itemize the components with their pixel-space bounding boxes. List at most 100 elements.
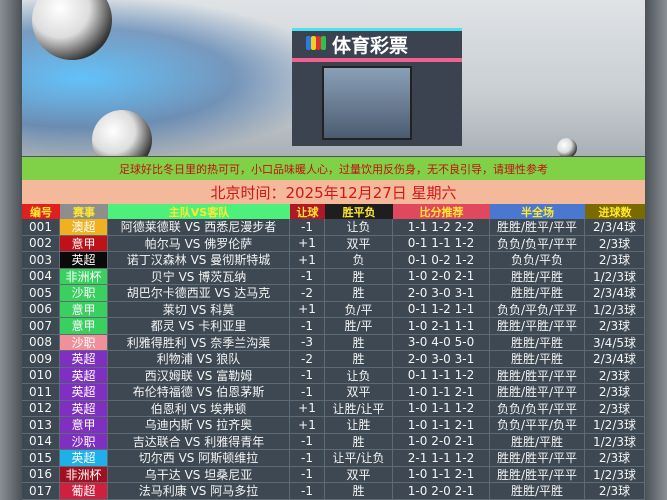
cell-goals: 1/2/3球 [585,417,645,433]
cell-half-full: 负负/平负/平平 [490,301,585,317]
cell-match: 伯恩利 VS 埃弗顿 [108,400,290,416]
cell-half-full: 负负/平平/负平 [490,417,585,433]
table-row: 011 英超 布伦特福德 VS 伯恩茅斯 -1 双平 1-0 1-1 2-1 胜胜/胜平/平… [22,384,645,401]
table-row: 010 英超 西汉姆联 VS 富勒姆 -1 让负 0-1 1-1 1-2 胜胜/胜平/平平 2… [22,367,645,384]
cell-handicap: -1 [290,268,325,284]
soccer-ball-image [92,110,152,156]
header-col-no: 编号 [22,204,60,219]
table-row: 007 意甲 都灵 VS 卡利亚里 -1 胜/平 1-0 2-1 1-1 胜胜/平胜/平平 2… [22,318,645,335]
cell-goals: 2/3球 [585,400,645,416]
cell-scores: 1-1 1-2 2-2 [393,219,490,235]
date-line: 北京时间：2025年12月27日 星期六 [22,180,645,204]
cell-result: 双平 [325,235,393,251]
cell-goals: 2/3球 [585,252,645,268]
cell-no: 007 [22,318,60,334]
cell-no: 003 [22,252,60,268]
cell-handicap: -1 [290,318,325,334]
table-row: 016 非洲杯 乌干达 VS 坦桑尼亚 -1 双平 1-0 1-1 2-1 胜胜/胜平/平平… [22,466,645,483]
cell-no: 008 [22,334,60,350]
cell-scores: 1-0 1-1 2-1 [393,417,490,433]
cell-goals: 2/3球 [585,235,645,251]
cell-no: 005 [22,285,60,301]
table-header: 编号 赛事 主队VS客队 让球 胜平负 比分推荐 半全场 进球数 [22,204,645,219]
cell-half-full: 负负/负平/平平 [490,235,585,251]
cell-no: 002 [22,235,60,251]
cell-handicap: -1 [290,450,325,466]
cell-half-full: 负负/平负 [490,252,585,268]
cell-goals: 2/3/4球 [585,219,645,235]
cell-match: 切尔西 VS 阿斯顿维拉 [108,450,290,466]
cell-scores: 2-0 3-0 3-1 [393,351,490,367]
cell-scores: 3-0 4-0 5-0 [393,334,490,350]
cell-handicap: -1 [290,466,325,482]
header-col-league: 赛事 [60,204,108,219]
cell-no: 017 [22,483,60,499]
cell-league: 英超 [60,252,108,268]
cell-goals: 2/3球 [585,318,645,334]
cell-match: 诺丁汉森林 VS 曼彻斯特城 [108,252,290,268]
cell-handicap: -1 [290,219,325,235]
cell-no: 015 [22,450,60,466]
cell-scores: 1-0 1-1 1-2 [393,400,490,416]
cell-scores: 1-0 1-1 2-1 [393,384,490,400]
header-col-scores: 比分推荐 [393,204,490,219]
cell-match: 法马利康 VS 阿马多拉 [108,483,290,499]
cell-match: 利物浦 VS 狼队 [108,351,290,367]
cell-goals: 2/3球 [585,483,645,499]
cell-half-full: 胜胜/平胜 [490,433,585,449]
cell-result: 负/平 [325,301,393,317]
cell-goals: 1/2/3球 [585,433,645,449]
store-sign-text: 体育彩票 [332,34,409,57]
cell-handicap: -1 [290,384,325,400]
cell-no: 013 [22,417,60,433]
header-col-half-full: 半全场 [490,204,585,219]
cell-handicap: -2 [290,351,325,367]
cell-result: 双平 [325,384,393,400]
header-col-handicap: 让球 [290,204,325,219]
cell-league: 沙职 [60,285,108,301]
cell-result: 让平/让负 [325,450,393,466]
cell-goals: 2/3/4球 [585,351,645,367]
cell-handicap: -1 [290,433,325,449]
table-row: 008 沙职 利雅得胜利 VS 奈季兰沟渠 -3 胜 3-0 4-0 5-0 胜胜/平胜 3/… [22,334,645,351]
cell-league: 沙职 [60,433,108,449]
cell-half-full: 胜胜/胜平/平平 [490,367,585,383]
cell-no: 001 [22,219,60,235]
cell-half-full: 胜胜/胜平/平平 [490,384,585,400]
store-door [322,66,412,140]
cell-result: 胜 [325,351,393,367]
cell-match: 阿德莱德联 VS 西悉尼漫步者 [108,219,290,235]
cell-league: 英超 [60,400,108,416]
table-row: 003 英超 诺丁汉森林 VS 曼彻斯特城 +1 负 0-1 0-2 1-2 负负/平负 2/… [22,252,645,269]
table-body: 001 澳超 阿德莱德联 VS 西悉尼漫步者 -1 让负 1-1 1-2 2-2 胜胜/胜平… [22,219,645,500]
cell-handicap: -1 [290,483,325,499]
cell-handicap: +1 [290,417,325,433]
cell-handicap: +1 [290,301,325,317]
cell-match: 都灵 VS 卡利亚里 [108,318,290,334]
cell-no: 012 [22,400,60,416]
cell-scores: 0-1 1-2 1-1 [393,301,490,317]
cell-result: 胜 [325,334,393,350]
cell-match: 利雅得胜利 VS 奈季兰沟渠 [108,334,290,350]
cell-result: 负 [325,252,393,268]
cell-match: 莱切 VS 科莫 [108,301,290,317]
cell-scores: 1-0 2-0 2-1 [393,433,490,449]
cell-goals: 1/2/3球 [585,268,645,284]
cell-scores: 0-1 1-1 1-2 [393,235,490,251]
cell-half-full: 胜胜/胜平/平平 [490,450,585,466]
cell-handicap: +1 [290,235,325,251]
cell-match: 西汉姆联 VS 富勒姆 [108,367,290,383]
cell-handicap: -2 [290,285,325,301]
cell-result: 胜/平 [325,318,393,334]
cell-result: 胜 [325,268,393,284]
cell-handicap: -1 [290,367,325,383]
cell-league: 英超 [60,351,108,367]
cell-scores: 0-1 1-1 1-2 [393,367,490,383]
store-stripe [292,58,462,62]
cell-result: 让胜 [325,417,393,433]
cell-no: 006 [22,301,60,317]
cell-league: 意甲 [60,301,108,317]
cell-match: 乌迪内斯 VS 拉齐奥 [108,417,290,433]
cell-result: 双平 [325,466,393,482]
cell-match: 吉达联合 VS 利雅得青年 [108,433,290,449]
